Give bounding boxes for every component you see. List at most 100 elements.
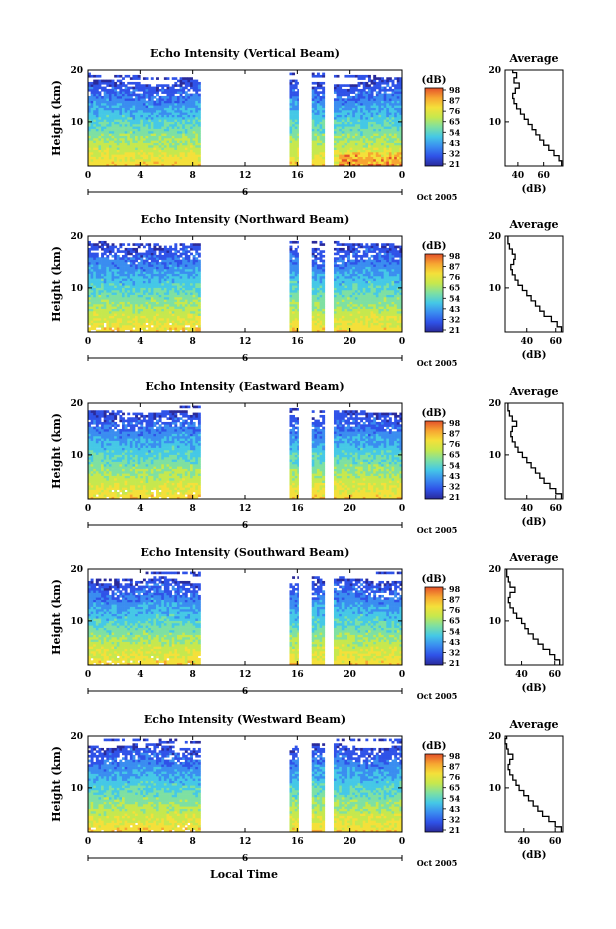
heatmap-cell (319, 324, 323, 328)
heatmap-cell (347, 121, 350, 125)
heatmap-cell (132, 299, 136, 302)
heatmap-cell (111, 254, 115, 258)
heatmap-cell (95, 95, 99, 99)
heatmap-cell (171, 259, 175, 263)
heatmap-cell (158, 137, 162, 141)
heatmap-cell (192, 320, 196, 323)
heatmap-cell (145, 299, 149, 302)
heatmap-cell (148, 264, 152, 267)
heatmap-cell (319, 133, 323, 136)
heatmap-cell (187, 322, 191, 326)
heatmap-cell (135, 268, 139, 272)
heatmap-cell (142, 252, 146, 256)
heatmap-cell (190, 278, 193, 281)
heatmap-cell (93, 296, 97, 300)
heatmap-cell (142, 126, 146, 129)
heatmap-cell (182, 156, 186, 160)
heatmap-cell (176, 301, 180, 305)
heatmap-cell (375, 151, 379, 155)
heatmap-cell (352, 268, 356, 272)
heatmap-cell (179, 102, 183, 106)
heatmap-cell (399, 144, 403, 148)
heatmap-cell (386, 140, 390, 143)
heatmap-cell (383, 119, 387, 122)
heatmap-cell (108, 264, 112, 267)
heatmap-cell (88, 102, 91, 106)
heatmap-cell (362, 126, 366, 129)
heatmap-cell (119, 322, 123, 326)
heatmap-cell (137, 278, 141, 281)
heatmap-cell (197, 135, 201, 139)
heatmap-cell (195, 287, 199, 291)
heatmap-cell (289, 257, 293, 260)
heatmap-cell (176, 128, 180, 132)
heatmap-cell (347, 257, 350, 260)
heatmap-cell (333, 100, 337, 104)
heatmap-cell (197, 98, 201, 101)
heatmap-cell (137, 135, 141, 139)
heatmap-cell (336, 329, 340, 333)
heatmap-cell (93, 247, 97, 251)
heatmap-cell (396, 151, 400, 155)
heatmap-cell (122, 95, 125, 99)
heatmap-cell (135, 264, 139, 267)
heatmap-cell (336, 264, 340, 267)
heatmap-cell (163, 261, 167, 265)
heatmap-cell (174, 261, 178, 265)
heatmap-cell (122, 81, 125, 85)
heatmap-cell (197, 163, 201, 167)
heatmap-cell (171, 91, 175, 94)
heatmap-cell (289, 324, 293, 328)
heatmap-cell (176, 100, 180, 104)
heatmap-cell (174, 161, 178, 164)
heatmap-cell (197, 271, 201, 274)
heatmap-cell (93, 292, 97, 295)
heatmap-cell (108, 93, 112, 97)
heatmap-cell (132, 292, 136, 295)
heatmap-cell (145, 306, 149, 309)
heatmap-cell (367, 126, 371, 129)
heatmap-cell (169, 112, 173, 115)
heatmap-cell (386, 149, 390, 153)
heatmap-cell (101, 280, 104, 284)
heatmap-cell (142, 88, 146, 92)
heatmap-cell (156, 151, 159, 155)
heatmap-cell (140, 140, 144, 143)
heatmap-cell (95, 123, 99, 127)
heatmap-cell (370, 105, 374, 108)
heatmap-cell (135, 158, 139, 162)
heatmap-cell (132, 126, 136, 129)
heatmap-cell (176, 116, 180, 120)
heatmap-cell (174, 156, 178, 160)
heatmap-cell (289, 140, 293, 143)
heatmap-cell (197, 296, 201, 300)
heatmap-cell (116, 74, 120, 78)
heatmap-cell (182, 128, 186, 132)
heatmap-cell (93, 84, 97, 87)
heatmap-cell (336, 282, 340, 286)
heatmap-cell (114, 114, 118, 118)
heatmap-cell (174, 102, 178, 106)
heatmap-cell (316, 102, 320, 106)
heatmap-cell (347, 156, 350, 160)
heatmap-cell (375, 156, 379, 160)
heatmap-cell (322, 133, 326, 136)
heatmap-cell (391, 133, 395, 136)
heatmap-cell (344, 135, 348, 139)
heatmap-cell (294, 149, 298, 153)
heatmap-cell (174, 107, 178, 111)
heatmap-cell (95, 287, 99, 291)
heatmap-cell (341, 137, 345, 141)
heatmap-cell (187, 273, 191, 277)
heatmap-cell (396, 93, 400, 97)
heatmap-cell (375, 130, 379, 134)
heatmap-cell (95, 151, 99, 155)
heatmap-cell (119, 95, 123, 99)
x-tick-label: 4 (137, 171, 143, 181)
heatmap-cell (319, 119, 323, 122)
heatmap-cell (322, 315, 326, 319)
heatmap-cell (336, 163, 340, 167)
heatmap-cell (184, 135, 188, 139)
heatmap-cell (391, 116, 395, 120)
heatmap-cell (95, 88, 99, 92)
